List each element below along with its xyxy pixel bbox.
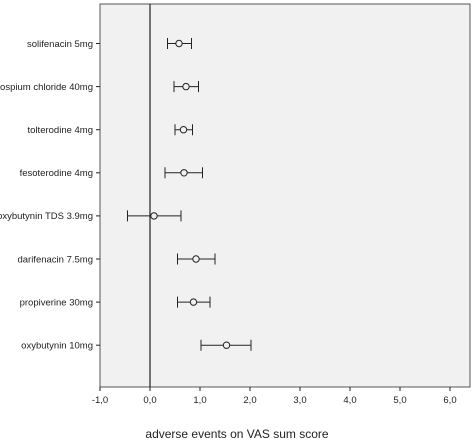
forest-row: trospium chloride 40mg bbox=[0, 81, 199, 93]
forest-row: propiverine 30mg bbox=[20, 296, 211, 308]
forest-row: tolterodine 4mg bbox=[28, 124, 193, 136]
x-tick-label: 1,0 bbox=[193, 395, 206, 406]
point-estimate bbox=[180, 169, 188, 177]
point-estimate bbox=[182, 82, 190, 91]
rows-layer: solifenacin 5mg trospium chloride 40mg tol… bbox=[0, 38, 252, 352]
row-label: solifenacin 5mg bbox=[27, 39, 93, 50]
x-axis: -1,0 0,0 1,0 2,0 3,0 4,0 5,0 6,0 bbox=[92, 387, 457, 406]
forest-row: solifenacin 5mg bbox=[27, 38, 192, 50]
x-tick-label: 5,0 bbox=[393, 395, 406, 406]
forest-row: darifenacin 7.5mg bbox=[17, 253, 216, 265]
point-estimate bbox=[192, 255, 200, 263]
point-estimate bbox=[189, 298, 198, 306]
forest-row: fesoterodine 4mg bbox=[20, 167, 203, 179]
x-tick-label: 6,0 bbox=[443, 395, 456, 406]
point-estimate bbox=[175, 39, 183, 48]
forest-row: oxybutynin TDS 3.9mg bbox=[0, 210, 182, 222]
x-tick-label: 4,0 bbox=[343, 395, 356, 406]
x-tick-label: -1,0 bbox=[92, 395, 108, 406]
row-label: trospium chloride 40mg bbox=[0, 82, 93, 93]
point-estimate bbox=[150, 212, 158, 220]
forest-row: oxybutynin 10mg bbox=[21, 339, 252, 352]
row-label: darifenacin 7.5mg bbox=[17, 254, 93, 265]
point-estimate bbox=[222, 341, 231, 349]
row-label: fesoterodine 4mg bbox=[20, 168, 93, 179]
x-axis-title: adverse events on VAS sum score bbox=[145, 427, 329, 441]
row-label: oxybutynin TDS 3.9mg bbox=[0, 211, 93, 222]
x-tick-label: 3,0 bbox=[293, 395, 306, 406]
row-label: tolterodine 4mg bbox=[28, 125, 93, 136]
row-label: propiverine 30mg bbox=[20, 297, 93, 308]
plot-area bbox=[99, 3, 471, 388]
x-tick-label: 0,0 bbox=[143, 395, 156, 406]
row-label: oxybutynin 10mg bbox=[21, 341, 93, 352]
point-estimate bbox=[179, 126, 188, 134]
x-tick-label: 2,0 bbox=[243, 395, 256, 406]
